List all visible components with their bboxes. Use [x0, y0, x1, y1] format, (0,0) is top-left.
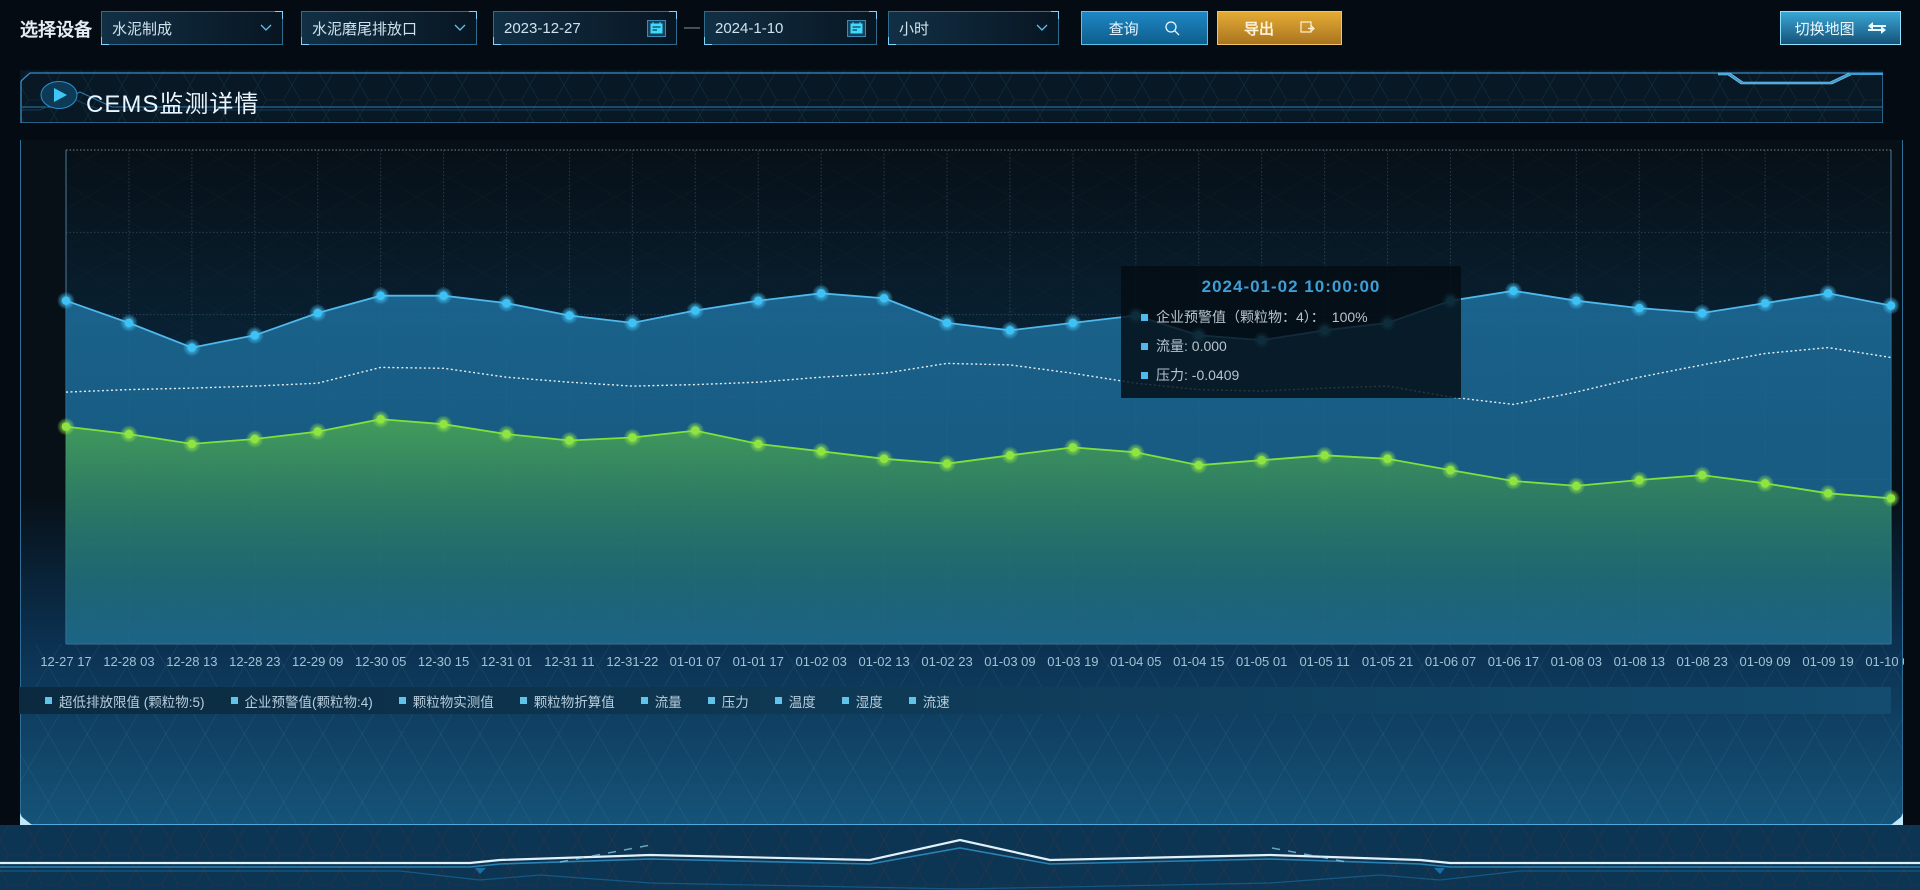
- svg-text:12-28 03: 12-28 03: [103, 654, 154, 669]
- svg-text:12-29 09: 12-29 09: [292, 654, 343, 669]
- svg-text:01-10 05: 01-10 05: [1865, 654, 1904, 669]
- svg-text:01-06 07: 01-06 07: [1425, 654, 1476, 669]
- svg-text:01-09 09: 01-09 09: [1739, 654, 1790, 669]
- svg-text:01-03 19: 01-03 19: [1047, 654, 1098, 669]
- svg-text:01-05 11: 01-05 11: [1299, 654, 1349, 669]
- svg-text:01-08 23: 01-08 23: [1677, 654, 1728, 669]
- svg-text:12-30 05: 12-30 05: [355, 654, 406, 669]
- svg-text:12-28 23: 12-28 23: [229, 654, 280, 669]
- svg-text:01-02 03: 01-02 03: [796, 654, 847, 669]
- svg-text:01-03 09: 01-03 09: [984, 654, 1035, 669]
- svg-text:01-05 01: 01-05 01: [1236, 654, 1287, 669]
- svg-text:12-30 15: 12-30 15: [418, 654, 469, 669]
- svg-text:01-02 13: 01-02 13: [858, 654, 909, 669]
- svg-text:01-02 23: 01-02 23: [921, 654, 972, 669]
- svg-text:01-09 19: 01-09 19: [1802, 654, 1853, 669]
- svg-text:12-31 11: 12-31 11: [544, 654, 594, 669]
- svg-text:01-08 03: 01-08 03: [1551, 654, 1602, 669]
- svg-text:12-27 17: 12-27 17: [40, 654, 91, 669]
- svg-text:12-28 13: 12-28 13: [166, 654, 217, 669]
- svg-text:12-31 01: 12-31 01: [481, 654, 532, 669]
- svg-text:01-01 07: 01-01 07: [670, 654, 721, 669]
- svg-text:01-05 21: 01-05 21: [1362, 654, 1413, 669]
- svg-text:01-06 17: 01-06 17: [1488, 654, 1539, 669]
- svg-text:01-01 17: 01-01 17: [733, 654, 784, 669]
- svg-text:01-08 13: 01-08 13: [1614, 654, 1665, 669]
- svg-text:01-04 05: 01-04 05: [1110, 654, 1161, 669]
- svg-text:12-31-22: 12-31-22: [606, 654, 658, 669]
- svg-text:01-04 15: 01-04 15: [1173, 654, 1224, 669]
